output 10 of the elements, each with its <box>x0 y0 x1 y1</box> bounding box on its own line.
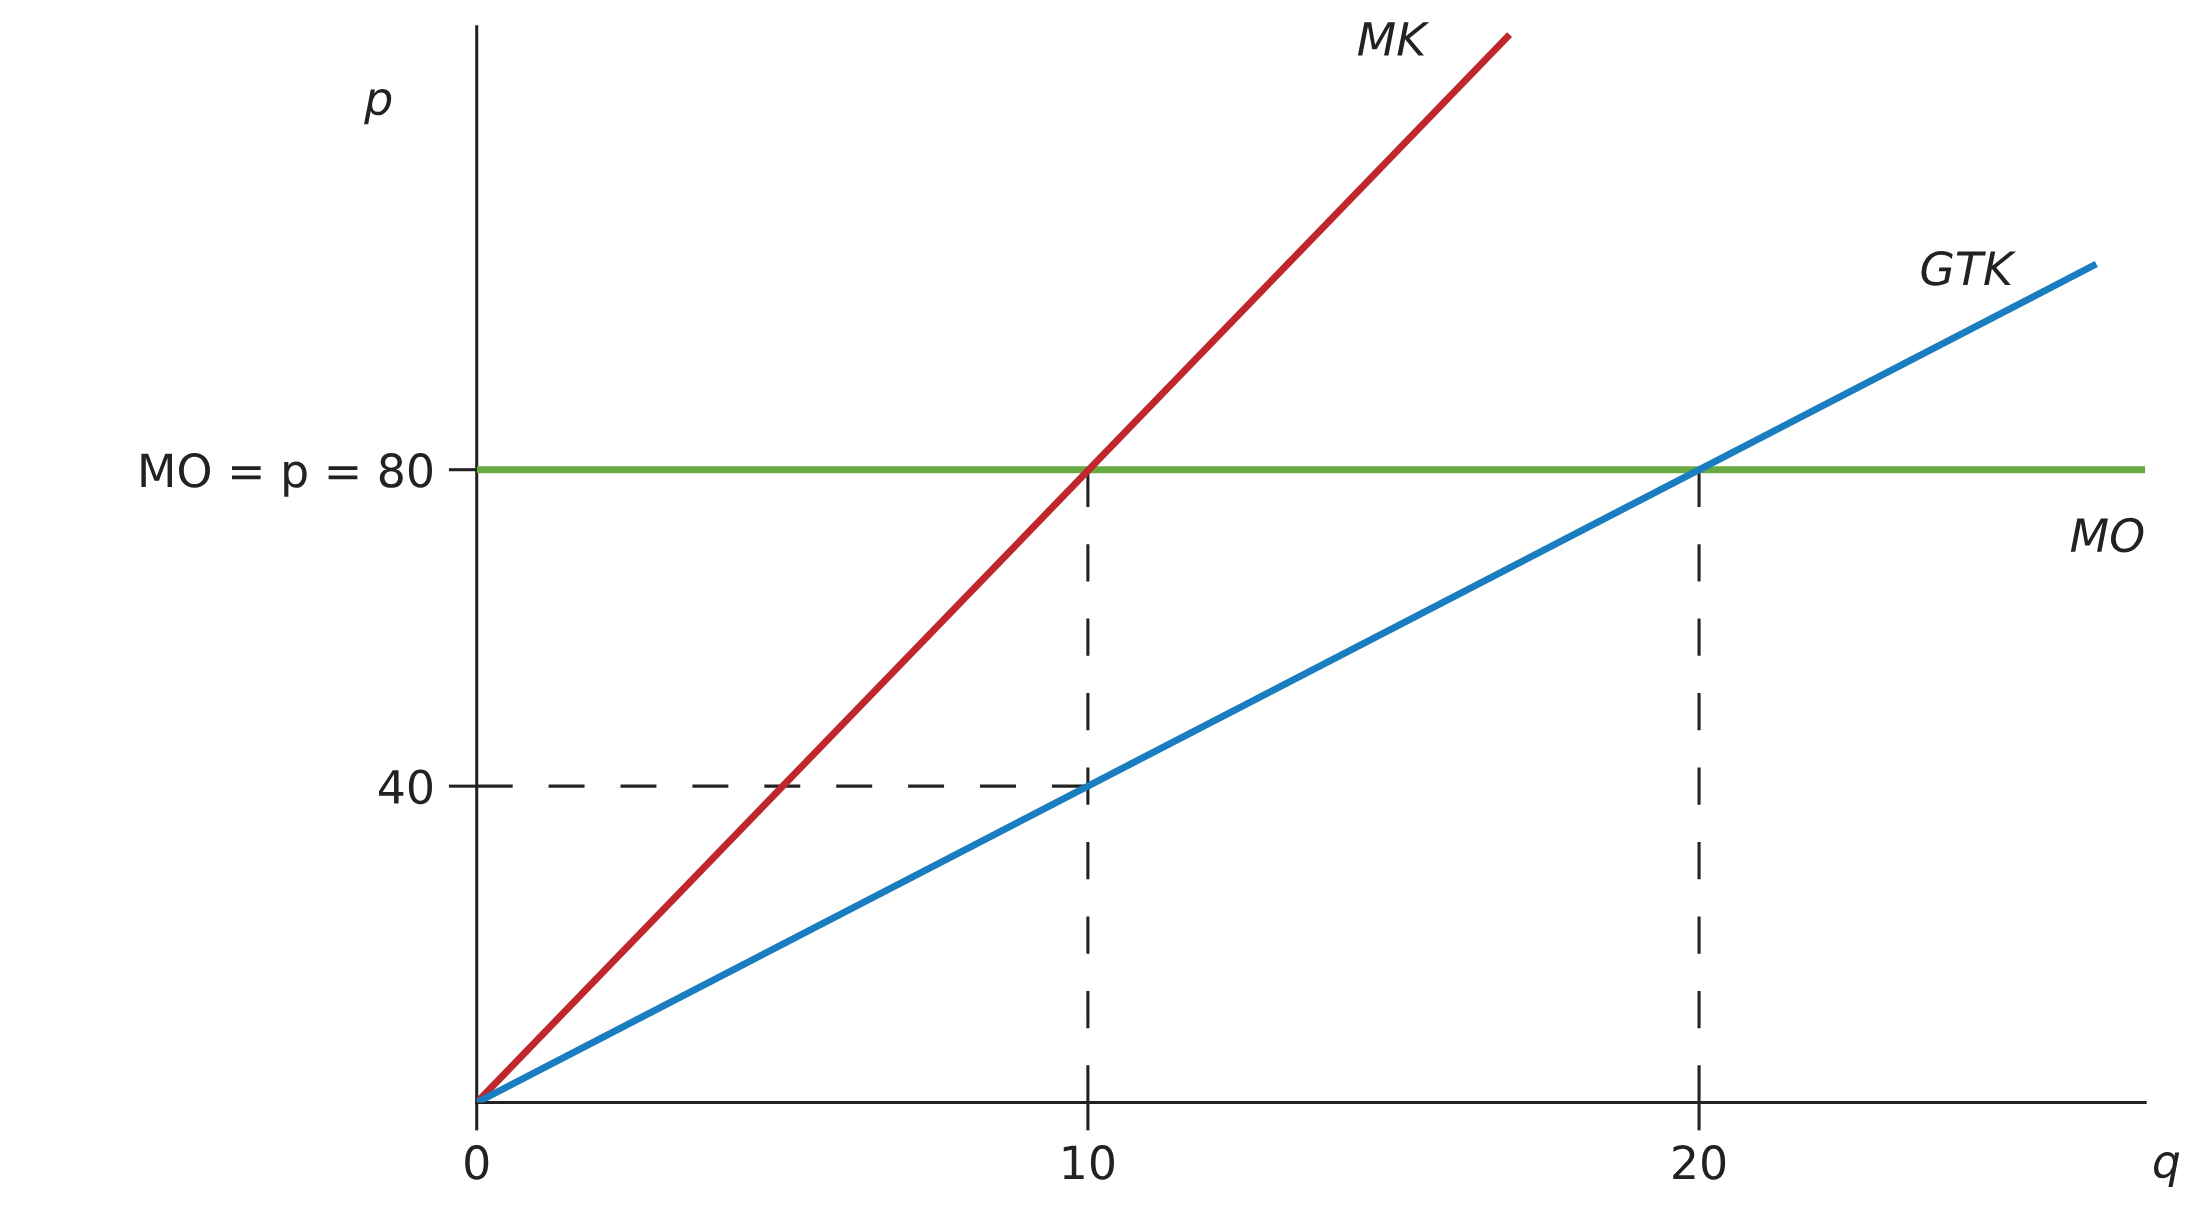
y-tick-label: MO = p = 80 <box>141 453 432 497</box>
x-axis-title: q <box>2153 1151 2180 1188</box>
x-tick-label: 0 <box>465 1145 489 1180</box>
series-label: GTK <box>1921 250 2017 286</box>
x-tick-label: 10 <box>1063 1145 1114 1180</box>
y-tick-label: 40 <box>378 769 432 805</box>
series-label: MO <box>2070 517 2144 553</box>
y-axis-title: p <box>364 88 392 125</box>
series-label: MK <box>1357 22 1430 56</box>
x-tick-label: 20 <box>1673 1145 1726 1180</box>
